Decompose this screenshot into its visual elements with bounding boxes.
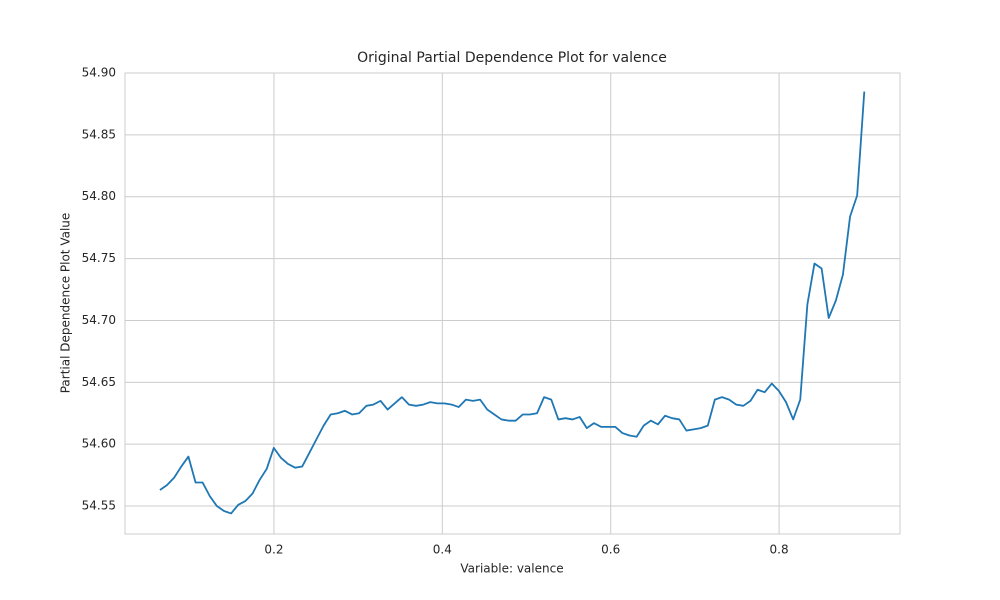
y-tick-label: 54.80 — [82, 189, 116, 203]
y-tick-label: 54.90 — [82, 66, 116, 80]
x-axis-label: Variable: valence — [460, 562, 563, 576]
x-tick-label: 0.4 — [433, 543, 452, 557]
y-axis-label: Partial Dependence Plot Value — [59, 213, 73, 394]
data-line — [159, 91, 866, 515]
y-tick-label: 54.65 — [82, 375, 116, 389]
x-tick-label: 0.6 — [601, 543, 620, 557]
y-tick-label: 54.60 — [82, 437, 116, 451]
y-tick-label: 54.75 — [82, 251, 116, 265]
plot-frame — [124, 72, 901, 535]
chart-title: Original Partial Dependence Plot for val… — [357, 50, 667, 66]
y-tick-label: 54.70 — [82, 313, 116, 327]
x-tick-label: 0.8 — [770, 543, 789, 557]
y-tick-label: 54.55 — [82, 499, 116, 513]
x-tick-label: 0.2 — [264, 543, 283, 557]
y-tick-label: 54.85 — [82, 127, 116, 141]
